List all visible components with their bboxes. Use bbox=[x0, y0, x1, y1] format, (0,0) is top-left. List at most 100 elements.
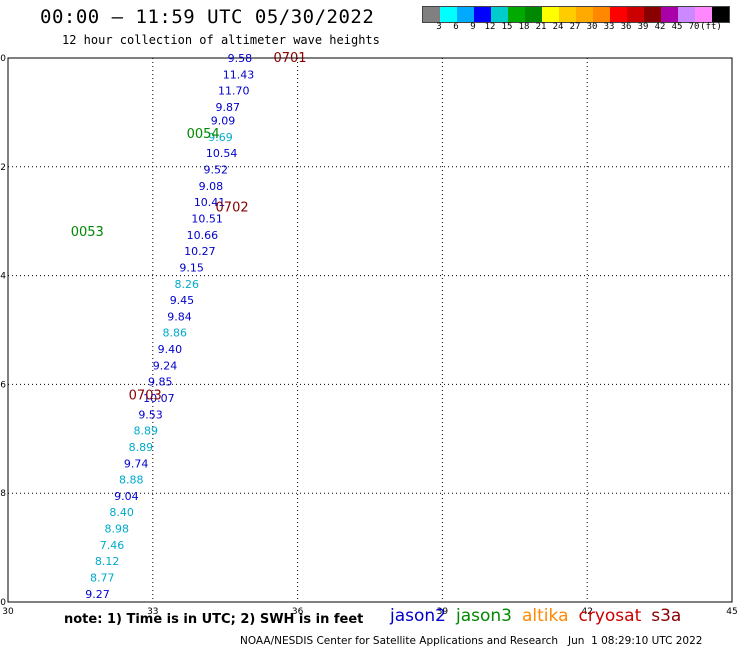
wave-height-label: 9.45 bbox=[170, 294, 195, 307]
color-scale-labels: 3 6 9 12 15 18 21 24 27 30 33 36 39 42 45 70 (ft) bbox=[422, 22, 740, 34]
legend-label: 33 bbox=[603, 22, 615, 32]
wave-height-label: 8.86 bbox=[162, 327, 187, 340]
legend-swatch bbox=[525, 7, 542, 22]
y-tick-label: -56 bbox=[0, 380, 6, 390]
wave-height-label: 9.09 bbox=[211, 115, 236, 128]
satellite-s3a: s3a bbox=[651, 606, 682, 626]
wave-height-label: 8.89 bbox=[133, 425, 158, 438]
legend-label: 39 bbox=[637, 22, 649, 32]
wave-height-label: 9.74 bbox=[124, 457, 149, 470]
x-tick-label: 39 bbox=[437, 607, 449, 617]
satellite-jason3: jason3 bbox=[456, 606, 512, 626]
wave-height-label: 10.27 bbox=[184, 245, 216, 258]
y-tick-label: -52 bbox=[0, 163, 6, 173]
legend-swatch bbox=[661, 7, 678, 22]
legend-swatch bbox=[474, 7, 491, 22]
wave-height-label: 8.88 bbox=[119, 474, 144, 487]
legend-label: 12 bbox=[484, 22, 496, 32]
x-tick-label: 30 bbox=[2, 607, 14, 617]
time-label: 0053 bbox=[71, 225, 104, 240]
wave-height-label: 10.54 bbox=[206, 147, 238, 160]
wave-height-label: 9.04 bbox=[114, 490, 139, 503]
wave-height-label: 9.52 bbox=[203, 164, 228, 177]
plot-frame bbox=[7, 57, 733, 603]
x-tick-label: 36 bbox=[292, 607, 304, 617]
wave-height-label: 8.12 bbox=[95, 555, 120, 568]
legend-label: 18 bbox=[518, 22, 530, 32]
legend-label: 3 bbox=[436, 22, 442, 32]
wave-height-label: 8.26 bbox=[175, 278, 200, 291]
wave-height-label: 9.85 bbox=[148, 376, 173, 389]
legend-swatch bbox=[457, 7, 474, 22]
legend-label: 24 bbox=[552, 22, 564, 32]
time-label: 0701 bbox=[273, 51, 306, 66]
legend-label: 70 bbox=[688, 22, 700, 32]
time-label: 0054 bbox=[187, 127, 220, 142]
wave-height-label: 10.07 bbox=[143, 392, 175, 405]
page-subtitle: 12 hour collection of altimeter wave hei… bbox=[62, 33, 380, 47]
wave-height-label: 9.27 bbox=[85, 588, 110, 601]
legend-swatch bbox=[644, 7, 661, 22]
wave-height-label: 8.98 bbox=[105, 523, 129, 536]
legend-label: 21 bbox=[535, 22, 547, 32]
satellite-altika: altika bbox=[522, 606, 569, 626]
wave-height-label: 10.66 bbox=[187, 229, 219, 242]
legend-swatch bbox=[542, 7, 559, 22]
legend-swatch bbox=[576, 7, 593, 22]
legend-label: 27 bbox=[569, 22, 581, 32]
legend-swatch bbox=[610, 7, 627, 22]
legend-swatch bbox=[508, 7, 525, 22]
legend-swatch bbox=[440, 7, 457, 22]
x-tick-label: 42 bbox=[581, 607, 592, 617]
legend-swatch bbox=[712, 7, 729, 22]
legend-swatch bbox=[593, 7, 610, 22]
wave-height-label: 8.89 bbox=[129, 441, 154, 454]
wave-height-label: 10.51 bbox=[191, 212, 223, 225]
wave-height-label: 9.40 bbox=[158, 343, 183, 356]
legend-label: 9 bbox=[470, 22, 476, 32]
legend-swatch bbox=[678, 7, 695, 22]
wave-height-label: 9.08 bbox=[199, 180, 224, 193]
legend-label: 45 bbox=[671, 22, 683, 32]
legend-swatch bbox=[491, 7, 508, 22]
wave-height-label: 10.41 bbox=[194, 196, 226, 209]
footer-note: note: 1) Time is in UTC; 2) SWH is in fe… bbox=[64, 612, 364, 627]
wave-height-label: 9.24 bbox=[153, 359, 178, 372]
wave-height-label: 7.46 bbox=[100, 539, 125, 552]
wave-height-label: 8.77 bbox=[90, 572, 115, 585]
time-label: 0702 bbox=[216, 201, 249, 216]
page-title: 00:00 – 11:59 UTC 05/30/2022 bbox=[40, 6, 375, 28]
credit-line: NOAA/NESDIS Center for Satellite Applica… bbox=[240, 635, 703, 647]
satellite-jason2: jason2 bbox=[390, 606, 446, 626]
wave-height-label: 9.53 bbox=[138, 408, 163, 421]
legend-swatch bbox=[627, 7, 644, 22]
y-tick-label: -60 bbox=[0, 598, 6, 608]
legend-label: 42 bbox=[654, 22, 666, 32]
wave-height-label: 9.69 bbox=[208, 131, 233, 144]
legend-label: 30 bbox=[586, 22, 598, 32]
time-label: 0703 bbox=[129, 388, 162, 403]
wave-height-label: 9.58 bbox=[228, 52, 253, 65]
satellite-cryosat: cryosat bbox=[578, 606, 642, 626]
satellite-legend: jason2 jason3 altika cryosat s3a bbox=[390, 606, 691, 626]
legend-swatch bbox=[695, 7, 712, 22]
x-tick-label: 33 bbox=[147, 607, 158, 617]
y-tick-label: -54 bbox=[0, 272, 6, 282]
legend-label: 15 bbox=[501, 22, 513, 32]
wave-height-label: 11.43 bbox=[223, 68, 255, 81]
legend-label: (ft) bbox=[700, 22, 722, 32]
color-scale-legend bbox=[422, 6, 730, 23]
wave-height-label: 9.87 bbox=[216, 101, 241, 114]
wave-height-label: 9.15 bbox=[179, 261, 204, 274]
legend-swatch bbox=[423, 7, 440, 22]
legend-label: 6 bbox=[453, 22, 459, 32]
y-tick-label: -50 bbox=[0, 54, 6, 64]
wave-height-label: 9.84 bbox=[167, 310, 192, 323]
wave-height-label: 8.40 bbox=[109, 506, 134, 519]
y-tick-label: -58 bbox=[0, 489, 6, 499]
legend-swatch bbox=[559, 7, 576, 22]
x-tick-label: 45 bbox=[726, 607, 737, 617]
legend-label: 36 bbox=[620, 22, 632, 32]
wave-height-label: 11.70 bbox=[218, 85, 250, 98]
